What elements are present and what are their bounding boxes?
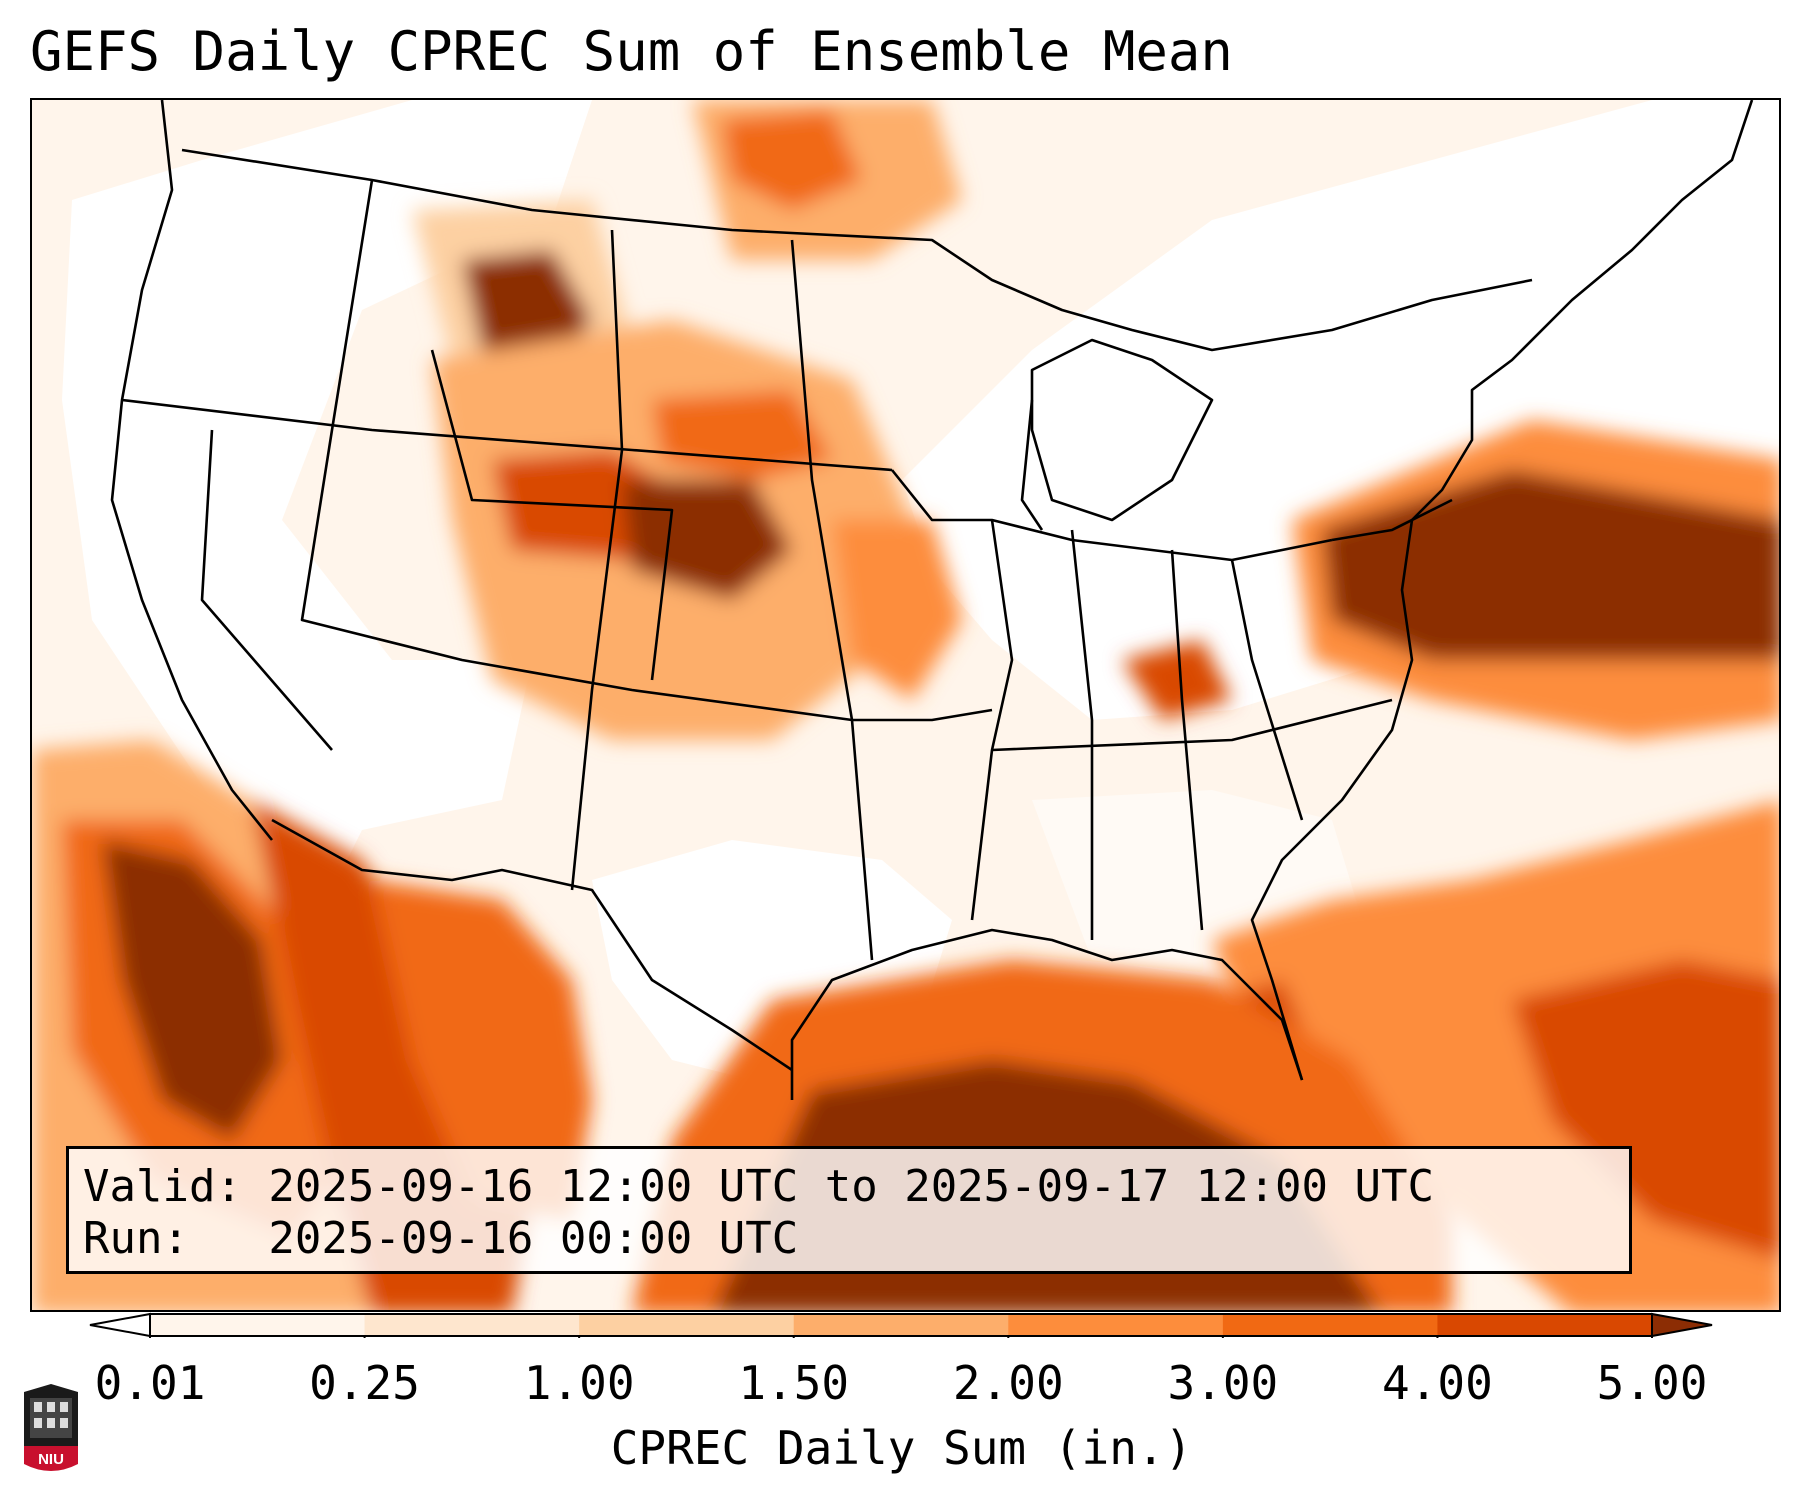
colorbar-tick-label: 0.01 — [94, 1356, 206, 1410]
dry-east-area — [902, 100, 1779, 720]
lake-michigan-line — [1020, 399, 1044, 531]
colorbar-ticks — [149, 1336, 1653, 1338]
colorbar-segments — [89, 1312, 1713, 1338]
precip-area-nebraska — [652, 390, 832, 480]
colorbar-segment — [1437, 1314, 1653, 1336]
precip-area-appalachian — [1122, 640, 1232, 720]
colorbar-segment — [579, 1314, 795, 1336]
state-line-5 — [790, 239, 874, 961]
map-title: GEFS Daily CPREC Sum of Ensemble Mean — [30, 20, 1233, 83]
colorbar-max-extension — [1651, 1312, 1713, 1338]
colorbar-min-extension — [89, 1312, 151, 1338]
colorbar-tick-label: 5.00 — [1596, 1356, 1708, 1410]
precip-area-caribbean-core — [1512, 960, 1779, 1259]
colorbar-segment — [793, 1314, 1009, 1336]
colorbar-segment — [1008, 1314, 1224, 1336]
gulf-coast-line — [790, 928, 1304, 1100]
valid-time-box: Valid: 2025-09-16 12:00 UTC to 2025-09-1… — [66, 1146, 1632, 1274]
colorbar-tick-label: 1.50 — [738, 1356, 850, 1410]
northeast-line — [1331, 498, 1453, 542]
state-borders — [110, 100, 1754, 1100]
state-line-7 — [890, 469, 1333, 562]
colorbar-border — [149, 1313, 1653, 1337]
colorbar-segment — [150, 1314, 366, 1336]
dry-west-area — [62, 100, 592, 890]
precip-area-iowa — [832, 520, 962, 700]
niu-logo: NIU — [24, 1384, 78, 1471]
precip-area-north-core — [722, 110, 862, 210]
colorbar-tick-label: 4.00 — [1382, 1356, 1493, 1410]
state-line-8 — [970, 519, 1014, 921]
precip-area-pacific-core — [102, 840, 282, 1140]
state-line-4 — [570, 229, 624, 891]
precip-area-mexico-sierra — [372, 880, 592, 1220]
colorbar-segment — [364, 1314, 580, 1336]
state-line-6 — [430, 349, 674, 681]
run-time-line: Run: 2025-09-16 00:00 UTC — [83, 1213, 799, 1264]
state-line-3 — [300, 179, 993, 722]
colorbar-tick-label: 0.25 — [309, 1356, 420, 1410]
precip-map — [32, 100, 1779, 1310]
svg-text:NIU: NIU — [38, 1451, 64, 1468]
colorbar-segment — [1222, 1314, 1438, 1336]
state-line-2 — [200, 429, 333, 751]
mexico-border-line — [271, 818, 793, 1072]
colorbar-tick-label: 3.00 — [1167, 1356, 1279, 1410]
colorbar-tick-label: 1.00 — [523, 1356, 635, 1410]
state-line-9 — [991, 698, 1393, 752]
state-line-11 — [1170, 549, 1204, 931]
precip-area-atlantic-core — [1322, 470, 1779, 660]
map-panel[interactable] — [30, 98, 1781, 1312]
colorbar — [89, 1312, 1713, 1338]
state-line-10 — [1070, 529, 1094, 940]
west-coast-line — [110, 100, 274, 841]
great-lakes-line — [1030, 338, 1214, 522]
canada-border-line — [181, 148, 1533, 352]
state-line-1 — [121, 398, 893, 472]
colorbar-label: CPREC Daily Sum (in.) — [610, 1421, 1193, 1475]
east-coast-line — [1250, 100, 1754, 1081]
state-line-12 — [1230, 559, 1304, 821]
colorbar-tick-label: 2.00 — [952, 1356, 1064, 1410]
valid-time-line: Valid: 2025-09-16 12:00 UTC to 2025-09-1… — [83, 1161, 1435, 1212]
